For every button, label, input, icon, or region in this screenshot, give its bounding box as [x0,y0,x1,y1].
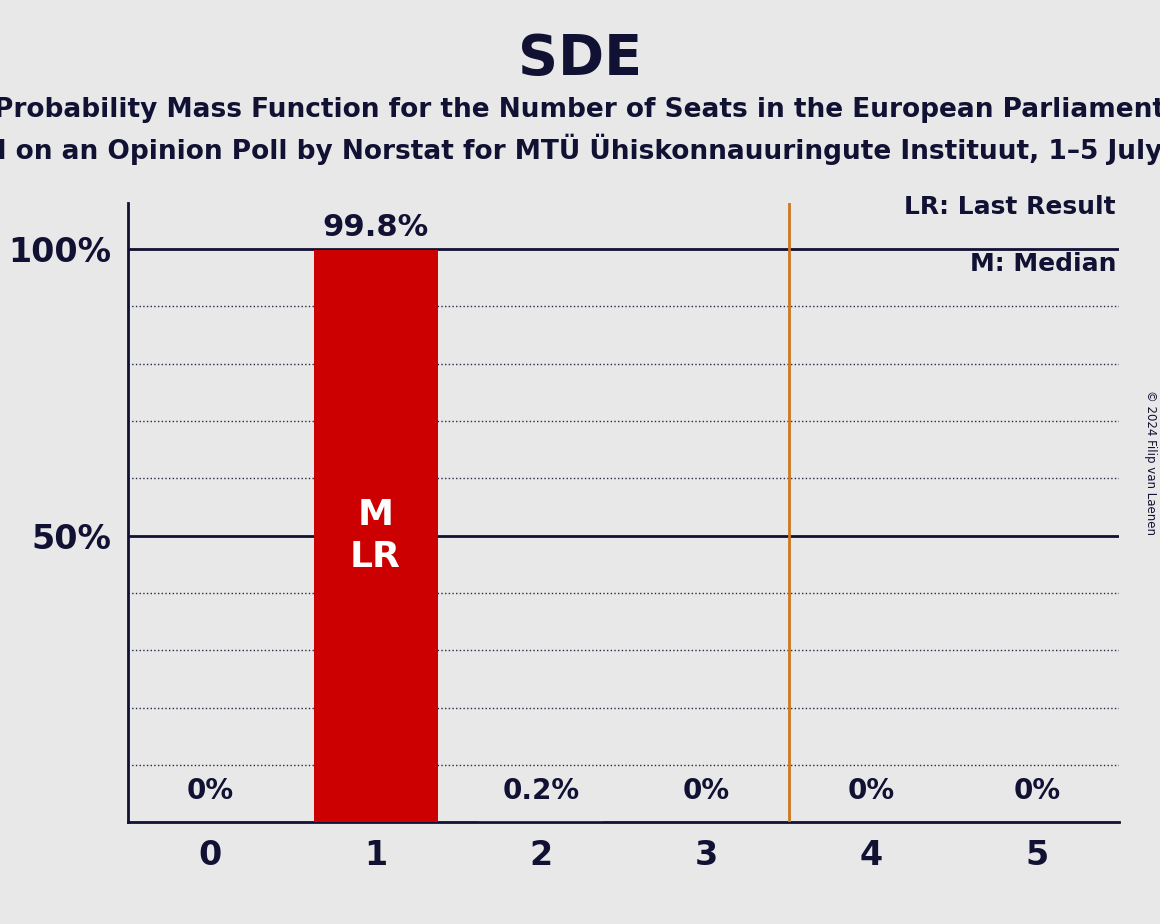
Text: 0%: 0% [848,777,896,805]
Text: 99.8%: 99.8% [322,213,429,242]
Text: M
LR: M LR [350,498,401,574]
Text: 0%: 0% [187,777,234,805]
Text: © 2024 Filip van Laenen: © 2024 Filip van Laenen [1144,390,1158,534]
Text: M: Median: M: Median [970,252,1116,276]
Bar [479,821,603,822]
Text: 0.2%: 0.2% [502,777,579,805]
Text: 0%: 0% [1013,777,1060,805]
Bar [313,250,437,822]
Text: LR: Last Result: LR: Last Result [905,195,1116,219]
Text: Probability Mass Function for the Number of Seats in the European Parliament: Probability Mass Function for the Number… [0,97,1160,123]
Text: Based on an Opinion Poll by Norstat for MTÜ Ühiskonnauuringute Instituut, 1–5 Ju: Based on an Opinion Poll by Norstat for … [0,134,1160,165]
Text: 0%: 0% [682,777,730,805]
Text: SDE: SDE [517,32,643,86]
